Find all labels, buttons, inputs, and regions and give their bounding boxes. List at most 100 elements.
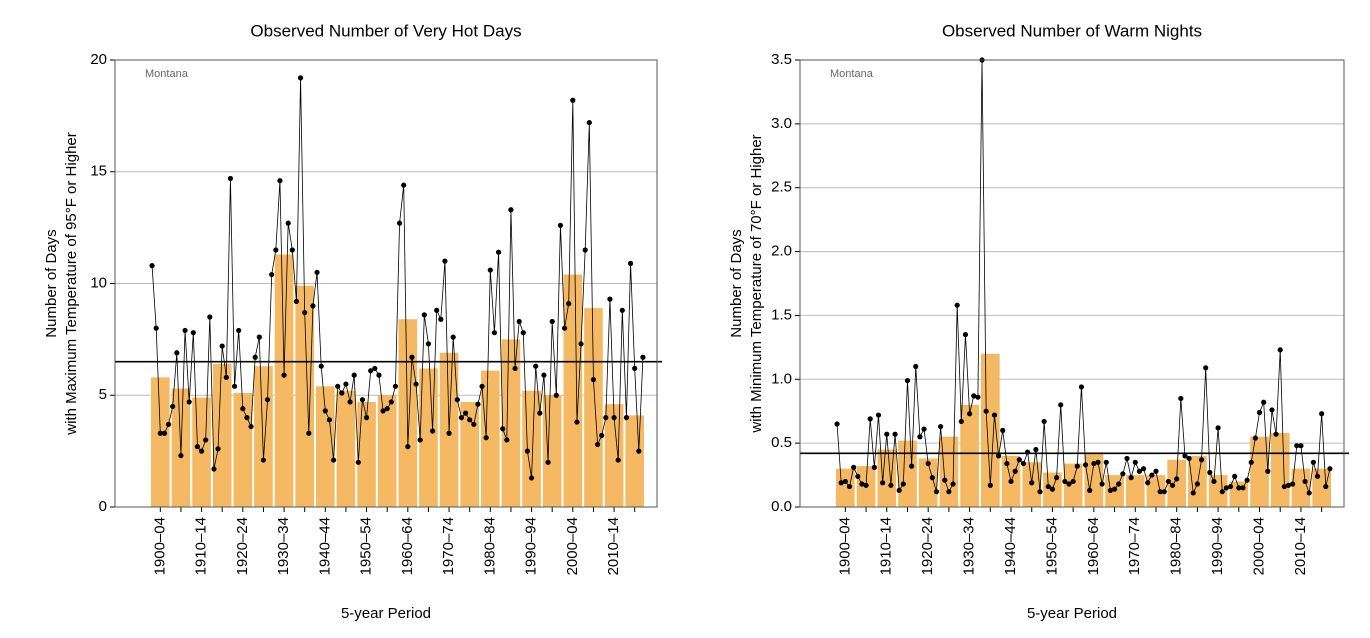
yearly-point: [1178, 395, 1184, 402]
yearly-point: [913, 363, 919, 370]
yearly-point: [896, 487, 902, 493]
yearly-point: [306, 430, 312, 436]
yearly-point: [892, 431, 898, 437]
yearly-point: [1298, 443, 1304, 449]
yearly-line: [836, 59, 1331, 495]
bar: [542, 395, 562, 507]
yearly-point: [1244, 477, 1250, 483]
yearly-point: [1269, 407, 1275, 413]
yearly-point: [636, 448, 642, 454]
yearly-point: [458, 415, 465, 421]
yearly-point: [1066, 481, 1072, 487]
yearly-point: [1082, 462, 1089, 468]
yearly-point: [170, 403, 176, 410]
y-axis-label: Number of Days: [43, 229, 60, 337]
yearly-point: [413, 381, 419, 387]
yearly-point: [983, 408, 989, 414]
yearly-point: [384, 406, 390, 412]
yearly-point: [240, 406, 246, 412]
yearly-point: [1190, 490, 1196, 496]
yearly-point: [215, 446, 221, 452]
yearly-point: [149, 263, 155, 269]
x-tick-label: 1960–64: [399, 517, 416, 575]
yearly-point: [1232, 473, 1238, 479]
yearly-point: [1294, 443, 1300, 449]
yearly-point: [632, 365, 638, 372]
yearly-point: [1161, 489, 1167, 495]
yearly-point: [1020, 460, 1027, 467]
yearly-point: [231, 383, 238, 389]
x-tick-label: 2000–04: [564, 517, 581, 575]
yearly-point: [1049, 486, 1056, 492]
yearly-point: [846, 483, 853, 490]
yearly-point: [1219, 489, 1225, 495]
bar: [151, 377, 170, 507]
x-tick-label: 1990–94: [1209, 517, 1226, 575]
bar: [584, 308, 603, 507]
yearly-point: [987, 482, 993, 488]
yearly-point: [157, 430, 163, 436]
x-tick-label: 1940–44: [316, 517, 333, 575]
yearly-point: [1285, 482, 1292, 488]
bar: [336, 390, 356, 507]
yearly-point: [355, 459, 361, 465]
yearly-point: [363, 415, 370, 421]
bar: [1250, 436, 1269, 507]
yearly-point: [421, 312, 427, 318]
y-tick-label: 15: [90, 163, 107, 180]
bar: [1291, 468, 1311, 507]
yearly-point: [182, 327, 188, 334]
x-tick-label: 1930–34: [275, 517, 292, 575]
yearly-point: [396, 220, 403, 226]
yearly-point: [599, 432, 605, 439]
yearly-point: [962, 331, 969, 338]
yearly-point: [1240, 485, 1246, 491]
yearly-point: [971, 393, 977, 399]
yearly-point: [954, 302, 960, 308]
yearly-point: [1016, 457, 1022, 463]
yearly-point: [1029, 480, 1035, 486]
yearly-point: [863, 482, 869, 488]
yearly-point: [570, 97, 576, 103]
bar: [481, 370, 500, 507]
yearly-point: [533, 363, 539, 369]
yearly-point: [917, 434, 923, 440]
y-tick-label: 20: [90, 51, 107, 68]
bar: [460, 401, 479, 507]
yearly-point: [1261, 399, 1267, 405]
yearly-point: [1024, 449, 1031, 455]
yearly-point: [1198, 457, 1205, 463]
yearly-point: [273, 247, 279, 253]
yearly-point: [1124, 455, 1130, 462]
yearly-point: [380, 408, 386, 414]
yearly-point: [900, 481, 906, 487]
yearly-point: [1186, 455, 1192, 462]
yearly-point: [1111, 486, 1118, 492]
yearly-point: [372, 365, 378, 372]
yearly-point: [611, 415, 617, 421]
yearly-point: [942, 477, 948, 483]
yearly-point: [339, 390, 345, 396]
yearly-point: [1132, 459, 1138, 465]
yearly-point: [269, 271, 275, 278]
yearly-point: [392, 383, 399, 389]
yearly-point: [875, 412, 882, 418]
yearly-point: [929, 475, 935, 481]
yearly-point: [487, 267, 493, 273]
yearly-point: [1211, 478, 1217, 485]
yearly-point: [946, 489, 952, 495]
yearly-point: [467, 417, 473, 423]
yearly-point: [161, 430, 168, 436]
yearly-point: [434, 307, 440, 313]
yearly-point: [1149, 472, 1155, 478]
yearly-point: [627, 260, 634, 266]
y-tick-label: 3.0: [771, 115, 792, 132]
yearly-point: [541, 372, 547, 378]
yearly-point: [504, 437, 510, 443]
yearly-point: [1012, 468, 1018, 474]
yearly-point: [322, 408, 328, 414]
yearly-point: [1145, 480, 1151, 486]
yearly-point: [557, 222, 564, 228]
yearly-point: [851, 464, 857, 471]
